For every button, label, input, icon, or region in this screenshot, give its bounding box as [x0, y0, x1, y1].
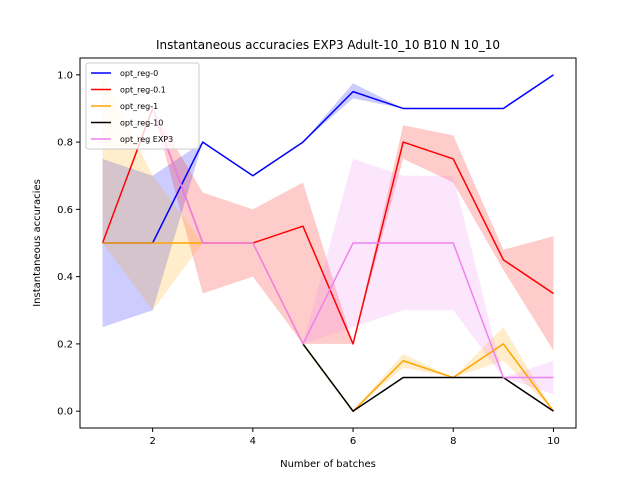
x-tick-label: 8	[450, 436, 456, 447]
legend-label-opt-reg-1: opt_reg-1	[120, 102, 158, 111]
chart-title: Instantaneous accuracies EXP3 Adult-10_1…	[156, 38, 500, 52]
legend-label-opt-reg-10: opt_reg-10	[120, 119, 163, 128]
band-opt-reg-0	[102, 74, 554, 328]
y-tick-label: 0.6	[57, 205, 73, 216]
y-tick-label: 0.8	[57, 138, 73, 149]
y-axis-label: Instantaneous accuracies	[32, 179, 43, 307]
x-tick-label: 2	[149, 436, 155, 447]
plot-frame	[79, 57, 577, 429]
legend: opt_reg-0 opt_reg-0.1 opt_reg-1 opt_reg-10o…	[85, 62, 200, 150]
legend-box	[85, 62, 200, 150]
line-opt-reg-10	[302, 343, 554, 412]
series-lines	[101, 74, 555, 412]
x-tick-label: 10	[547, 436, 560, 447]
band-opt-reg-0-1	[102, 108, 554, 351]
y-tick-label: 0.0	[57, 407, 73, 418]
y-tick-label: 0.4	[57, 272, 73, 283]
legend-label-opt-reg-exp3: opt_reg EXP3	[120, 135, 173, 144]
y-tick-label: 0.2	[57, 339, 73, 350]
legend-label-opt-reg-0-1: opt_reg-0.1	[120, 86, 166, 95]
y-axis-ticks: 0.0 0.2 0.4 0.6 0.8 1.0	[57, 70, 80, 418]
x-tick-label: 6	[350, 436, 356, 447]
band-opt-reg-exp3	[152, 108, 554, 395]
y-tick-label: 1.0	[57, 70, 73, 81]
legend-label-opt-reg-0: opt_reg-0	[120, 69, 158, 78]
x-axis-ticks: 2 4 6 8 10	[149, 428, 560, 447]
line-opt-reg-0	[102, 74, 554, 244]
x-axis-label: Number of batches	[280, 459, 376, 470]
x-tick-label: 4	[250, 436, 256, 447]
